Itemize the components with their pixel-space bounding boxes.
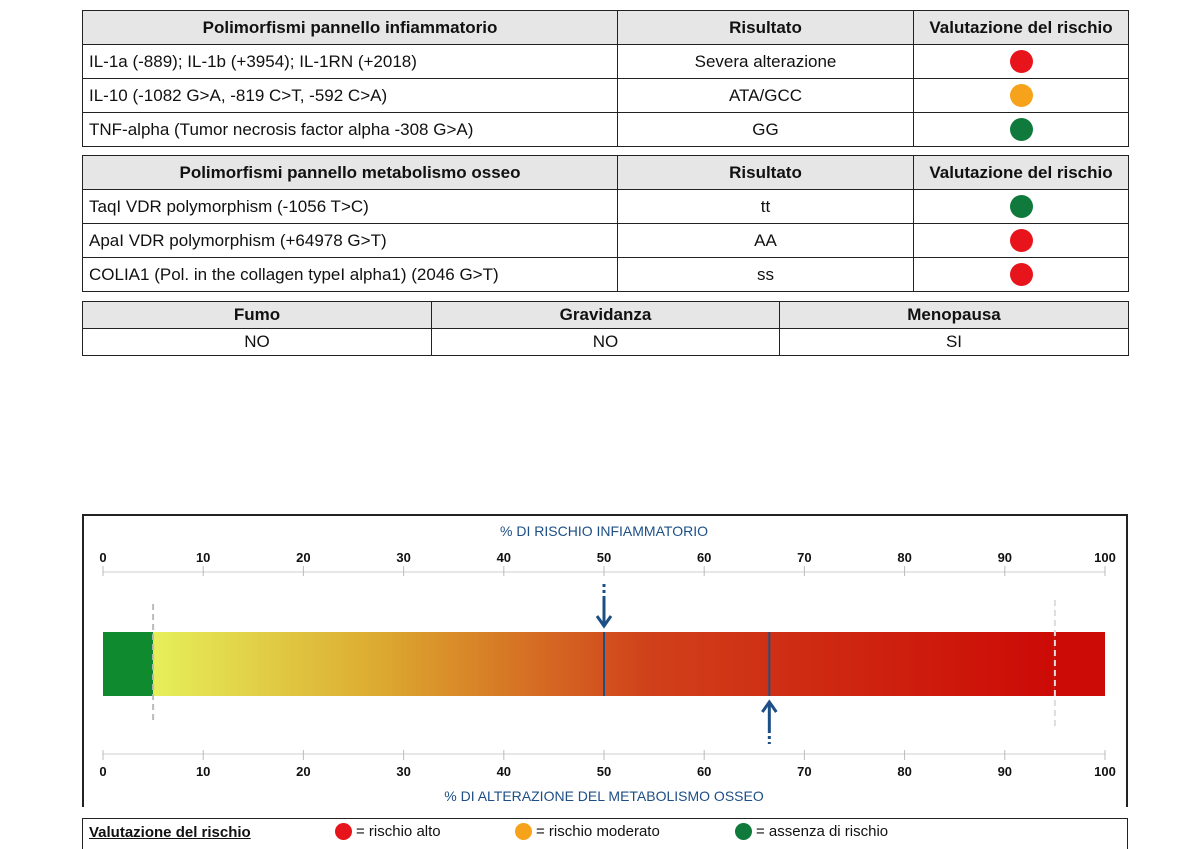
top-tick-label: 80 xyxy=(897,550,911,565)
top-tick-label: 70 xyxy=(797,550,811,565)
risk-cell xyxy=(913,78,1129,113)
table-row: TaqI VDR polymorphism (-1056 T>C) tt xyxy=(82,189,1129,224)
gravidanza-value: NO xyxy=(431,328,780,356)
table-header-row: Polimorfismi pannello infiammatorio Risu… xyxy=(82,10,1129,45)
top-tick-label: 20 xyxy=(296,550,310,565)
polymorphism-name: TaqI VDR polymorphism (-1056 T>C) xyxy=(82,189,618,224)
risk-indicator-icon xyxy=(1009,195,1033,218)
inflammatory-panel-table: Polimorfismi pannello infiammatorio Risu… xyxy=(82,10,1129,147)
bottom-tick-label: 70 xyxy=(797,764,811,779)
table-row: ApaI VDR polymorphism (+64978 G>T) AA xyxy=(82,223,1129,258)
column-header-fumo: Fumo xyxy=(82,301,432,329)
risk-cell xyxy=(913,44,1129,79)
risk-indicator-icon xyxy=(1009,84,1033,107)
risk-factors-table: Fumo Gravidanza Menopausa NO NO SI xyxy=(82,301,1129,356)
risk-indicator-icon xyxy=(1009,229,1033,252)
column-header: Valutazione del rischio xyxy=(913,10,1129,45)
bottom-tick-label: 80 xyxy=(897,764,911,779)
legend-item-alto: = rischio alto xyxy=(335,823,441,840)
top-tick-label: 90 xyxy=(998,550,1012,565)
top-tick-label: 30 xyxy=(396,550,410,565)
table-row: TNF-alpha (Tumor necrosis factor alpha -… xyxy=(82,112,1129,147)
bottom-tick-label: 50 xyxy=(597,764,611,779)
column-header: Valutazione del rischio xyxy=(913,155,1129,190)
column-header: Risultato xyxy=(617,10,914,45)
polymorphism-name: ApaI VDR polymorphism (+64978 G>T) xyxy=(82,223,618,258)
risk-indicator-icon xyxy=(1009,263,1033,286)
result-value: ATA/GCC xyxy=(617,78,914,113)
polymorphism-name: IL-1a (-889); IL-1b (+3954); IL-1RN (+20… xyxy=(82,44,618,79)
risk-legend: Valutazione del rischio = rischio alto =… xyxy=(82,818,1128,849)
risk-scale-graphic: % DI RISCHIO INFIAMMATORIO % DI ALTERAZIO… xyxy=(99,523,1116,804)
legend-item-moderato: = rischio moderato xyxy=(515,823,660,840)
column-header: Risultato xyxy=(617,155,914,190)
column-header-menopausa: Menopausa xyxy=(779,301,1129,329)
risk-cell xyxy=(913,223,1129,258)
risk-indicator-icon xyxy=(1009,50,1033,73)
risk-indicator-icon xyxy=(1009,118,1033,141)
table-header-row: Fumo Gravidanza Menopausa xyxy=(82,301,1129,329)
risk-cell xyxy=(913,112,1129,147)
fumo-value: NO xyxy=(82,328,432,356)
table-row: COLIA1 (Pol. in the collagen typeI alpha… xyxy=(82,257,1129,292)
risk-cell xyxy=(913,257,1129,292)
column-header: Polimorfismi pannello infiammatorio xyxy=(82,10,618,45)
polymorphism-name: TNF-alpha (Tumor necrosis factor alpha -… xyxy=(82,112,618,147)
orange-dot-icon xyxy=(515,823,532,840)
table-row: IL-10 (-1082 G>A, -819 C>T, -592 C>A) AT… xyxy=(82,78,1129,113)
down-arrow-icon xyxy=(595,615,613,629)
result-value: AA xyxy=(617,223,914,258)
table-row: IL-1a (-889); IL-1b (+3954); IL-1RN (+20… xyxy=(82,44,1129,79)
scale-top-title: % DI RISCHIO INFIAMMATORIO xyxy=(500,523,708,539)
top-tick-label: 40 xyxy=(497,550,511,565)
result-value: GG xyxy=(617,112,914,147)
legend-label: = assenza di rischio xyxy=(756,823,889,840)
bottom-tick-label: 0 xyxy=(99,764,106,779)
bottom-tick-label: 60 xyxy=(697,764,711,779)
risk-cell xyxy=(913,189,1129,224)
bone-metabolism-panel-table: Polimorfismi pannello metabolismo osseo … xyxy=(82,155,1129,292)
up-arrow-icon xyxy=(761,699,778,713)
red-zone-bar xyxy=(1054,632,1105,696)
bottom-tick-label: 30 xyxy=(396,764,410,779)
top-tick-label: 100 xyxy=(1094,550,1116,565)
column-header-gravidanza: Gravidanza xyxy=(431,301,780,329)
bottom-tick-label: 10 xyxy=(196,764,210,779)
table-row: NO NO SI xyxy=(82,328,1129,356)
bottom-tick-label: 40 xyxy=(497,764,511,779)
bottom-tick-label: 90 xyxy=(998,764,1012,779)
legend-label: = rischio moderato xyxy=(536,823,660,840)
top-tick-label: 10 xyxy=(196,550,210,565)
column-header: Polimorfismi pannello metabolismo osseo xyxy=(82,155,618,190)
bottom-tick-label: 20 xyxy=(296,764,310,779)
result-value: ss xyxy=(617,257,914,292)
polymorphism-name: IL-10 (-1082 G>A, -819 C>T, -592 C>A) xyxy=(82,78,618,113)
top-tick-label: 0 xyxy=(99,550,106,565)
green-zone-bar xyxy=(103,632,154,696)
top-tick-label: 50 xyxy=(597,550,611,565)
polymorphism-name: COLIA1 (Pol. in the collagen typeI alpha… xyxy=(82,257,618,292)
top-tick-label: 60 xyxy=(697,550,711,565)
red-dot-icon xyxy=(335,823,352,840)
menopausa-value: SI xyxy=(779,328,1129,356)
legend-label: = rischio alto xyxy=(356,823,441,840)
table-header-row: Polimorfismi pannello metabolismo osseo … xyxy=(82,155,1129,190)
result-value: tt xyxy=(617,189,914,224)
legend-title: Valutazione del rischio xyxy=(89,824,251,841)
risk-scale-panel: % DI RISCHIO INFIAMMATORIO % DI ALTERAZIO… xyxy=(82,514,1128,807)
result-value: Severa alterazione xyxy=(617,44,914,79)
scale-bottom-title: % DI ALTERAZIONE DEL METABOLISMO OSSEO xyxy=(444,788,764,804)
green-dot-icon xyxy=(735,823,752,840)
legend-item-assenza: = assenza di rischio xyxy=(735,823,888,840)
bottom-tick-label: 100 xyxy=(1094,764,1116,779)
